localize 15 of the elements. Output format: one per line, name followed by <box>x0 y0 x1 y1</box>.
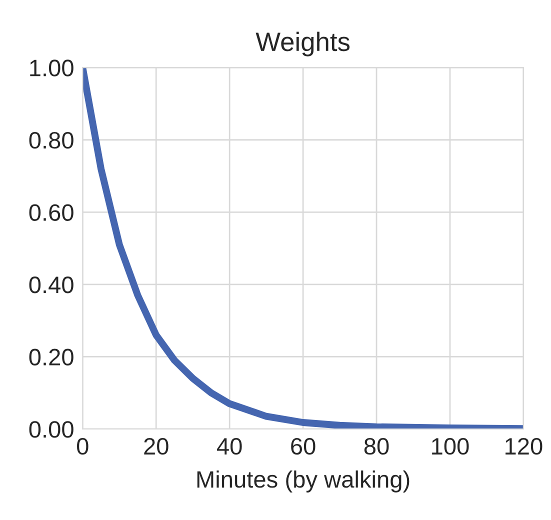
x-axis-title: Minutes (by walking) <box>197 470 410 492</box>
x-tick-label: 40 <box>216 438 242 455</box>
y-tick-label: 0.20 <box>29 348 74 366</box>
y-tick-label: 0.40 <box>29 276 74 294</box>
y-tick-label: 0.80 <box>29 132 74 149</box>
x-tick-label: 60 <box>291 438 316 455</box>
y-tick-label: 0.00 <box>29 421 74 438</box>
x-tick-label: 0 <box>77 438 88 455</box>
y-tick-label: 0.60 <box>29 204 74 221</box>
y-tick-label: 1.00 <box>30 60 74 76</box>
x-tick-label: 20 <box>144 438 168 455</box>
x-tick-label: 120 <box>506 438 542 455</box>
chart-title: Weights <box>256 32 350 56</box>
x-tick-label: 100 <box>432 438 469 455</box>
x-tick-label: 80 <box>364 438 389 455</box>
